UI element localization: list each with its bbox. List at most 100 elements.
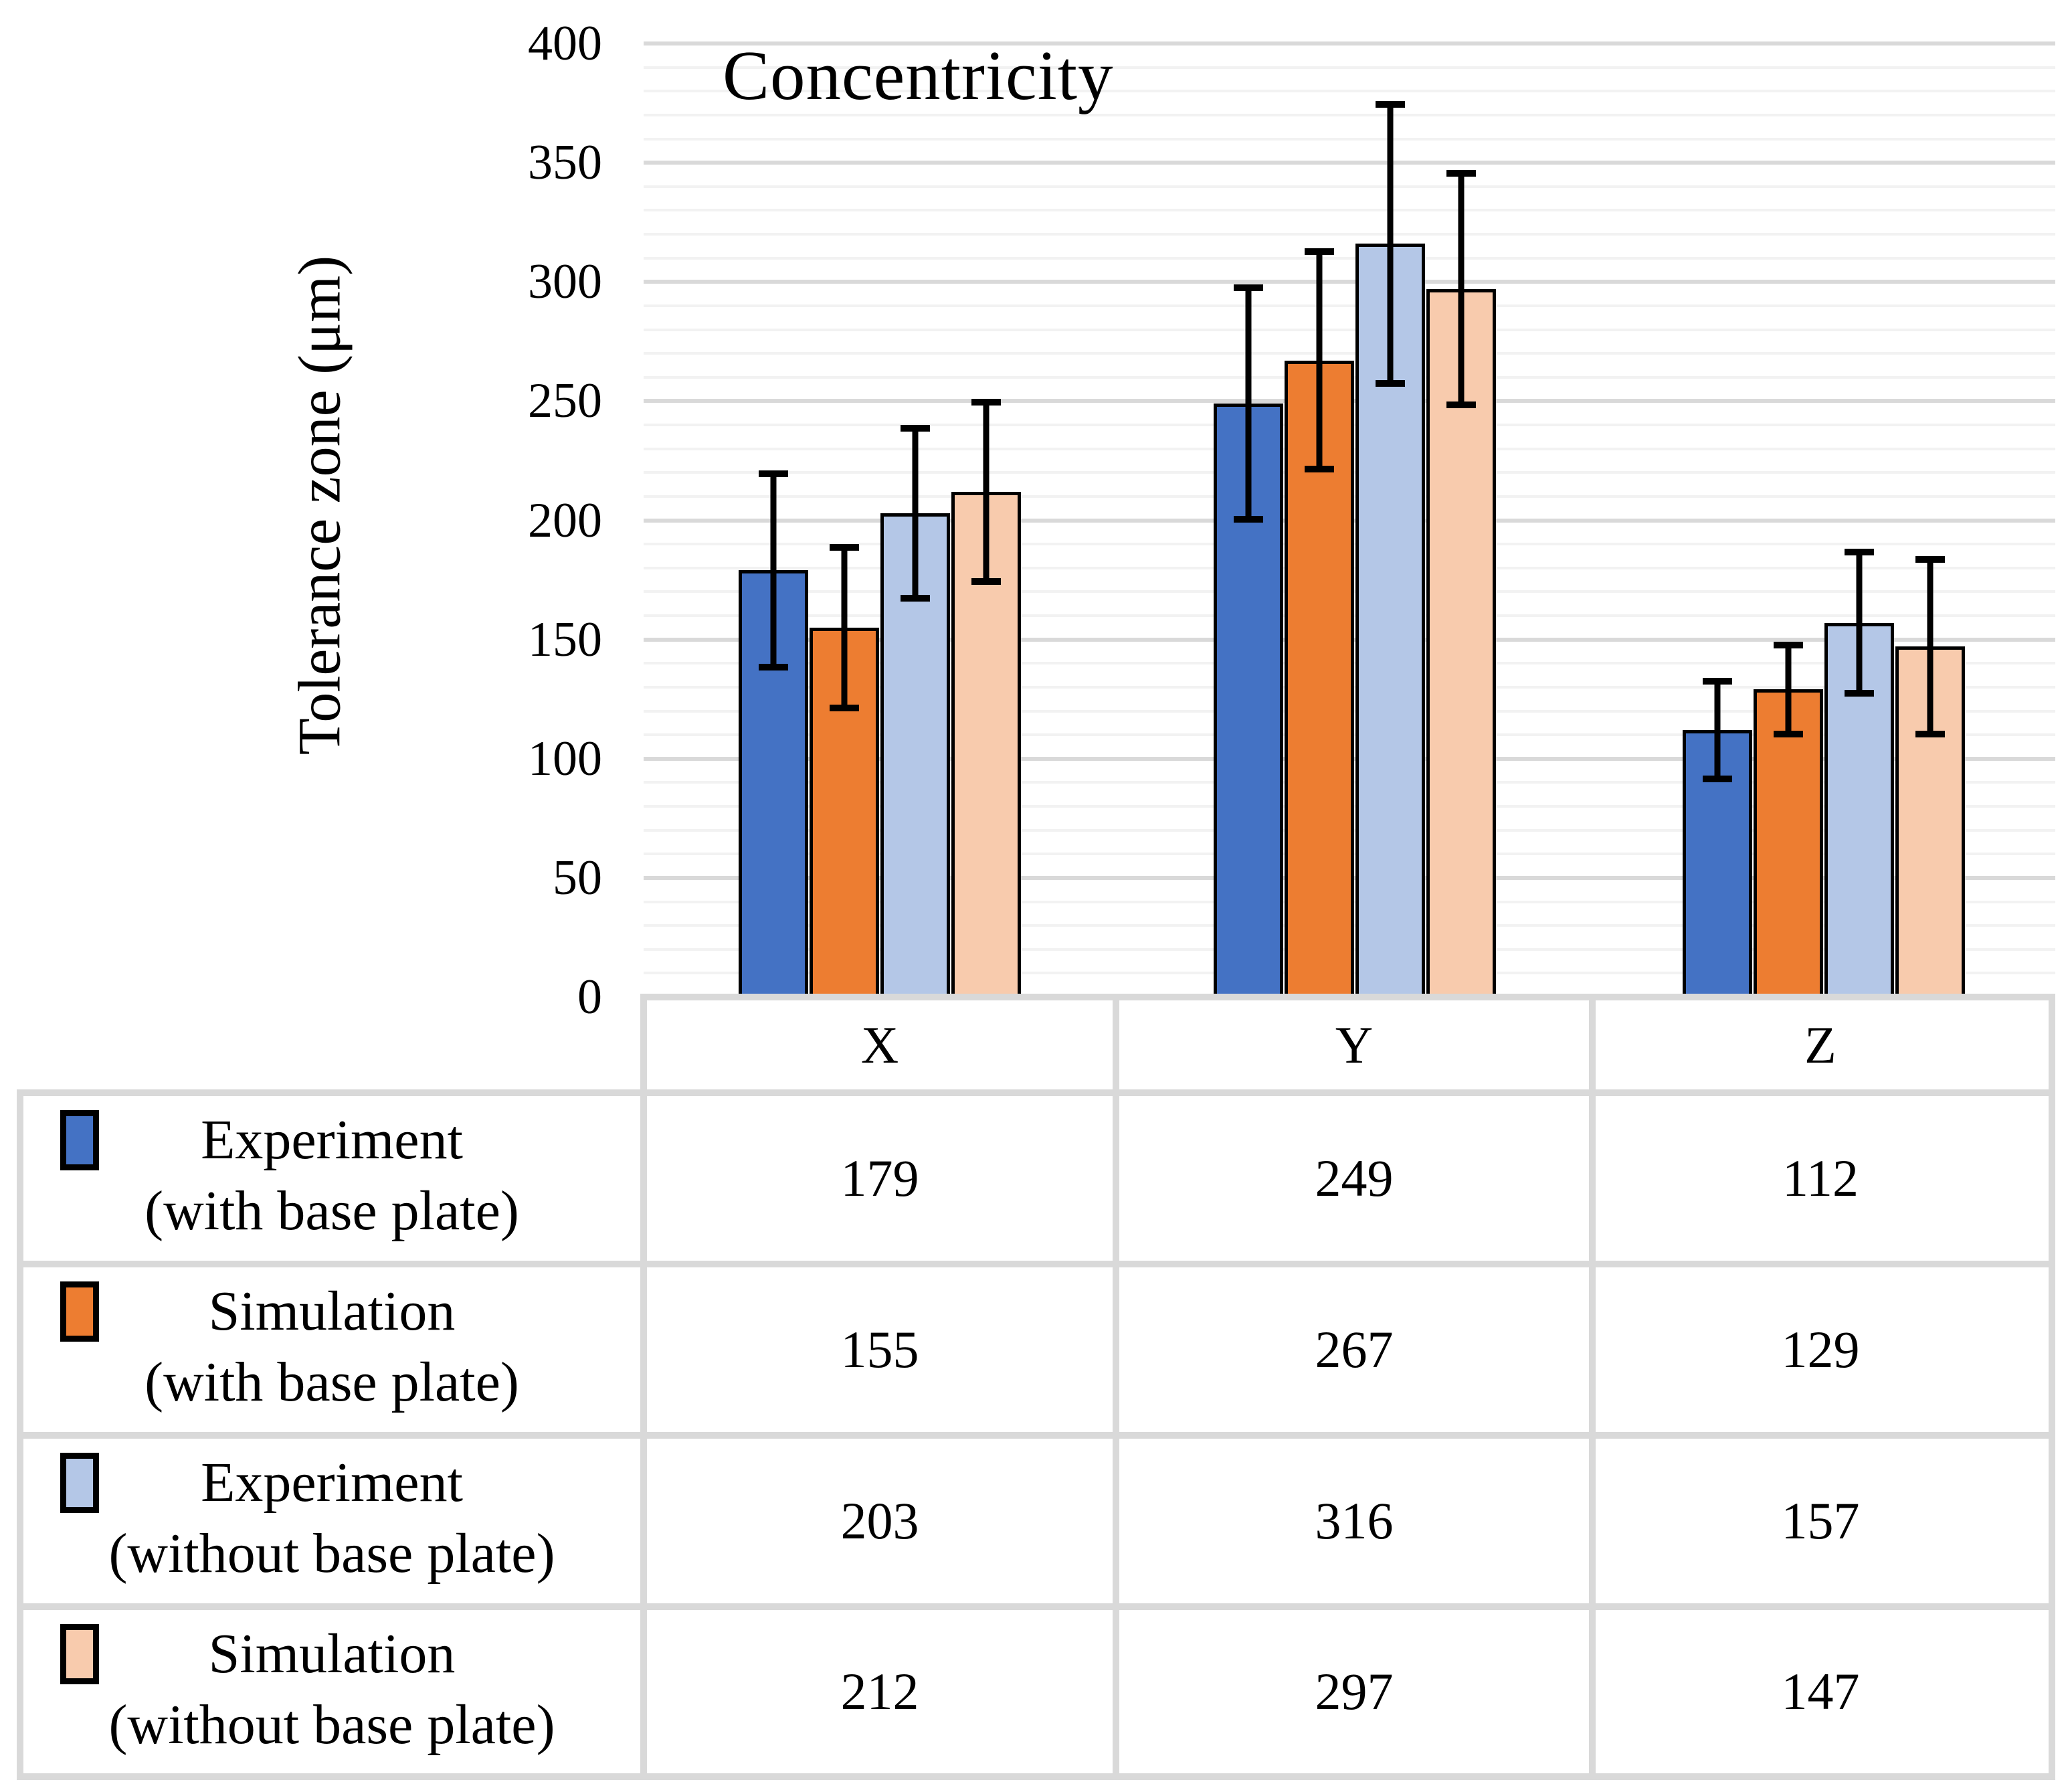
minor-gridline [644,137,2055,141]
y-tick-label: 250 [528,373,602,429]
error-bar-line [983,398,990,585]
error-bar-cap-top [971,398,1001,406]
table-value-y-series3: 316 [1315,1492,1394,1550]
y-tick-label: 400 [528,16,602,71]
error-bar-cap-bottom [759,663,788,670]
y-tick-label: 50 [553,850,602,905]
table-border-horizontal [17,1773,2055,1780]
error-bar-cap-bottom [971,577,1001,585]
legend-series-name: Experiment [201,1451,463,1514]
major-gridline [644,161,2055,165]
table-border-horizontal [17,1432,2055,1439]
error-bar-line [1245,284,1252,523]
legend-marker-series1 [60,1110,99,1170]
y-tick-label: 300 [528,254,602,310]
error-bar-cap-top [759,470,788,477]
y-tick-label: 150 [528,612,602,667]
legend-marker-series2 [60,1281,99,1342]
minor-gridline [644,209,2055,212]
error-bar-cap-bottom [1305,466,1334,473]
error-bar-cap-bottom [1376,380,1405,387]
error-bar-line [1714,677,1721,783]
y-tick-label: 350 [528,135,602,191]
error-bar-cap-top [1845,549,1874,556]
error-bar-z-series4 [1895,555,1965,737]
minor-gridline [644,256,2055,260]
table-border-vertical [640,994,647,1780]
error-bar-line [1785,642,1792,737]
legend-series-scope: (with base plate) [145,1180,519,1242]
error-bar-cap-top [1446,169,1476,177]
table-value-y-series4: 297 [1315,1662,1394,1720]
error-bar-z-series1 [1683,677,1752,783]
y-tick-label: 200 [528,493,602,548]
error-bar-cap-top [1703,677,1732,685]
legend-series-name: Experiment [201,1109,463,1171]
legend-label-series2: Simulation (with base plate) [20,1276,644,1418]
y-tick-label: 100 [528,731,602,786]
legend-marker-series4 [60,1624,99,1684]
error-bar-y-series4 [1426,169,1496,409]
chart-title: Concentricity [723,36,1114,114]
error-bar-line [1927,555,1934,737]
minor-gridline [644,352,2055,355]
legend-label-series4: Simulation (without base plate) [20,1619,644,1761]
table-value-z-series3: 157 [1781,1492,1860,1550]
error-bar-cap-top [901,425,930,432]
legend-series-name: Simulation [208,1623,456,1685]
error-bar-x-series1 [739,470,808,670]
table-border-horizontal [640,994,2055,1000]
error-bar-cap-top [1376,100,1405,108]
error-bar-line [1387,100,1394,387]
error-bar-cap-top [1774,642,1803,649]
minor-gridline [644,185,2055,188]
error-bar-cap-bottom [1774,730,1803,737]
error-bar-line [1856,549,1863,697]
bar-y-series4 [1426,288,1496,997]
legend-series-scope: (with base plate) [145,1351,519,1413]
legend-label-series1: Experiment (with base plate) [20,1105,644,1247]
major-gridline [644,280,2055,284]
error-bar-cap-bottom [1234,516,1263,523]
table-value-x-series2: 155 [840,1320,919,1378]
minor-gridline [644,328,2055,331]
error-bar-cap-bottom [901,594,930,602]
minor-gridline [644,304,2055,307]
error-bar-line [1458,169,1465,409]
table-border-vertical [2049,994,2055,1780]
legend-series-name: Simulation [208,1280,456,1342]
table-value-z-series2: 129 [1781,1320,1860,1378]
error-bar-z-series3 [1824,549,1894,697]
legend-series-scope: (without base plate) [108,1522,555,1585]
table-value-x-series3: 203 [840,1492,919,1550]
y-tick-label: 0 [577,970,602,1024]
table-value-z-series4: 147 [1781,1662,1860,1720]
minor-gridline [644,113,2055,116]
table-border-horizontal [17,1603,2055,1610]
error-bar-cap-top [1915,555,1945,563]
legend-label-series3: Experiment (without base plate) [20,1447,644,1589]
error-bar-cap-bottom [1845,690,1874,697]
error-bar-line [841,544,848,711]
error-bar-x-series3 [880,425,950,602]
table-value-x-series4: 212 [840,1662,919,1720]
table-border-vertical [17,1089,23,1780]
error-bar-cap-bottom [1703,776,1732,783]
error-bar-y-series1 [1214,284,1283,523]
error-bar-cap-bottom [1915,730,1945,737]
error-bar-cap-top [1305,248,1334,256]
table-border-horizontal [17,1089,2055,1096]
table-value-y-series1: 249 [1315,1149,1394,1207]
table-header-z: Z [1804,1015,1836,1074]
error-bar-cap-bottom [1446,401,1476,409]
table-header-x: X [860,1015,899,1074]
error-bar-x-series2 [810,544,879,711]
error-bar-z-series2 [1754,642,1823,737]
table-header-y: Y [1335,1015,1374,1074]
error-bar-x-series4 [951,398,1021,585]
error-bar-cap-bottom [830,704,859,711]
legend-series-scope: (without base plate) [108,1694,555,1756]
table-border-horizontal [17,1261,2055,1267]
bar-x-series3 [880,513,950,997]
